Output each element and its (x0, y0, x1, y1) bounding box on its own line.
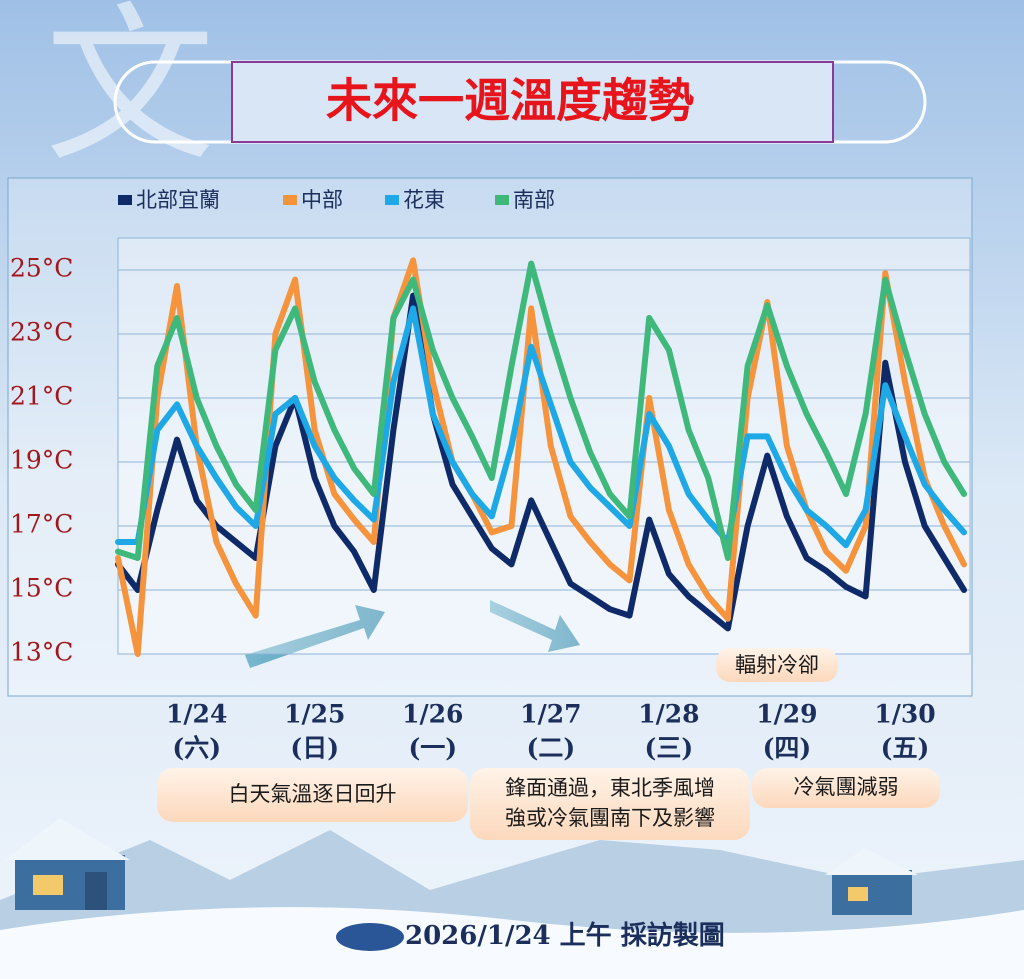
note-text: 冷氣團減弱 (794, 775, 899, 799)
x-tick-sublabel: (六) (172, 734, 221, 763)
annotation-box (716, 648, 838, 682)
x-tick-label: 1/26 (402, 700, 463, 729)
x-tick-sublabel: (二) (527, 734, 576, 763)
house-left (5, 818, 130, 910)
x-tick-label: 1/24 (166, 700, 227, 729)
annotation: 輻射冷卻 (735, 653, 819, 677)
x-tick-sublabel: (五) (881, 734, 930, 763)
snow-ground (0, 907, 1024, 979)
watermark: 文 (45, 0, 215, 185)
x-tick-label: 1/28 (638, 700, 699, 729)
title-box (231, 61, 834, 143)
series-line (115, 260, 967, 561)
y-tick-label: 21°C (10, 382, 73, 411)
x-tick-label: 1/27 (520, 700, 581, 729)
logo (336, 923, 404, 951)
note-box (157, 768, 468, 822)
legend-swatch (283, 195, 297, 205)
legend-label: 中部 (301, 188, 343, 212)
footer: 2026/1/24 上午 採訪製圖 (405, 920, 725, 951)
note-text: 白天氣溫逐日回升 (229, 782, 397, 806)
y-tick-label: 25°C (10, 254, 73, 283)
legend-swatch (385, 195, 399, 205)
legend-swatch (495, 195, 509, 205)
house-right (825, 848, 918, 915)
arrow-up (245, 605, 385, 668)
chart-title: 未來一週溫度趨勢 (326, 74, 694, 128)
legend-label: 北部宜蘭 (136, 188, 220, 212)
x-tick-sublabel: (一) (408, 734, 457, 763)
y-tick-label: 19°C (10, 446, 73, 475)
legend-label: 花東 (403, 188, 445, 212)
x-tick-label: 1/29 (756, 700, 817, 729)
legend-label: 南部 (513, 188, 555, 212)
chart-frame (7, 177, 973, 697)
x-tick-label: 1/25 (284, 700, 345, 729)
note-text: 強或冷氣團南下及影響 (505, 806, 715, 830)
note-text: 鋒面通過，東北季風增 (505, 776, 715, 800)
x-tick-sublabel: (四) (763, 734, 812, 763)
y-tick-label: 23°C (10, 318, 73, 347)
note-box (752, 768, 940, 808)
y-tick-label: 17°C (10, 510, 73, 539)
legend-swatch (118, 195, 132, 205)
x-tick-label: 1/30 (874, 700, 935, 729)
x-tick-sublabel: (日) (290, 734, 339, 763)
plot: 13°C 15°C 17°C 19°C 21°C 23°C 25°C 1/24 (六) 1/25 (… (10, 188, 971, 763)
x-tick-sublabel: (三) (645, 734, 694, 763)
note-box (470, 768, 750, 840)
y-tick-label: 15°C (10, 574, 73, 603)
arrow-down (490, 600, 580, 652)
y-tick-label: 13°C (10, 638, 73, 667)
